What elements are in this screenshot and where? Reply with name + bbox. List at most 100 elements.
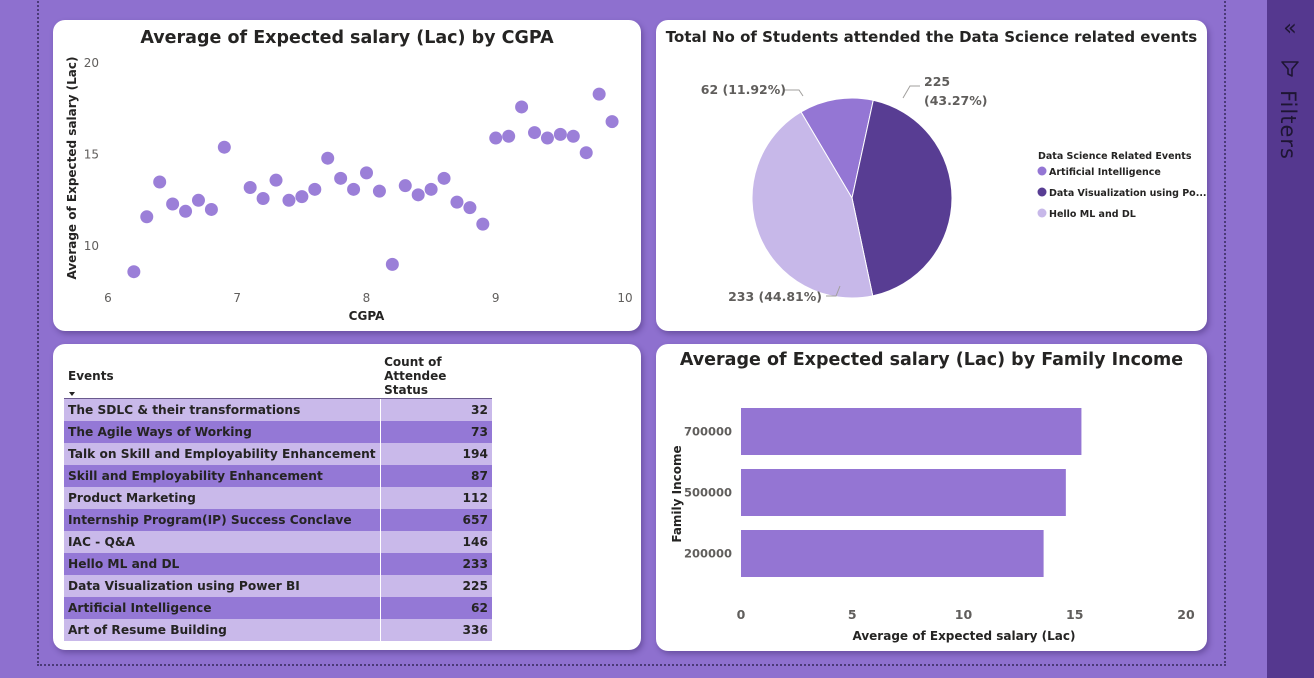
pie-chart-card[interactable]: Total No of Students attended the Data S… — [656, 20, 1207, 331]
scatter-point[interactable] — [243, 180, 257, 194]
pie-slice[interactable] — [751, 111, 874, 299]
scatter-point[interactable] — [450, 195, 464, 209]
scatter-point[interactable] — [347, 182, 361, 196]
bar[interactable] — [741, 469, 1066, 516]
y-tick-label: 20 — [84, 56, 99, 70]
pie-data-label: 225 — [924, 74, 950, 89]
y-axis-title: Average of Expected salary (Lac) — [65, 56, 79, 279]
table-row[interactable]: Data Visualization using Power BI 225 — [64, 575, 492, 597]
event-name-cell: Hello ML and DL — [64, 553, 381, 575]
bar[interactable] — [741, 530, 1044, 577]
scatter-point[interactable] — [269, 173, 283, 187]
scatter-point[interactable] — [515, 100, 529, 114]
table-row[interactable]: Skill and Employability Enhancement 87 — [64, 465, 492, 487]
table-row[interactable]: IAC - Q&A 146 — [64, 531, 492, 553]
scatter-point[interactable] — [605, 115, 619, 129]
scatter-chart: 10 15 20 6 7 8 9 10 CGPA Average of Expected sala… — [65, 56, 633, 323]
scatter-point[interactable] — [204, 202, 218, 216]
scatter-point[interactable] — [179, 204, 193, 218]
scatter-point[interactable] — [437, 171, 451, 185]
scatter-point[interactable] — [282, 193, 296, 207]
x-tick-label: 6 — [104, 291, 112, 305]
attendee-count-cell: 225 — [379, 575, 492, 597]
y-category-label: 500000 — [684, 486, 732, 500]
scatter-point[interactable] — [579, 146, 593, 160]
legend-item[interactable]: Data Visualization using Po... — [1049, 188, 1207, 199]
double-chevron-left-icon[interactable]: « — [1283, 16, 1297, 41]
event-name-cell: The SDLC & their transformations — [64, 398, 381, 421]
scatter-point[interactable] — [166, 197, 180, 211]
table-row[interactable]: Product Marketing 112 — [64, 487, 492, 509]
legend-item[interactable]: Artificial Intelligence — [1049, 167, 1161, 178]
scatter-point[interactable] — [295, 190, 309, 204]
attendee-count-cell: 194 — [379, 443, 492, 465]
table-row[interactable]: The SDLC & their transformations 32 — [64, 398, 492, 421]
scatter-point[interactable] — [256, 191, 270, 205]
legend-marker[interactable] — [1037, 208, 1047, 218]
x-tick-label: 7 — [233, 291, 241, 305]
scatter-point[interactable] — [476, 217, 490, 231]
x-axis-title: CGPA — [349, 309, 385, 323]
attendee-count-cell: 233 — [379, 553, 492, 575]
table-row[interactable]: Internship Program(IP) Success Conclave 6… — [64, 509, 492, 531]
scatter-point[interactable] — [540, 131, 554, 145]
bar-chart-card[interactable]: Average of Expected salary (Lac) by Fami… — [656, 344, 1207, 651]
count-header-label: Count of Attendee Status — [384, 355, 447, 397]
scatter-point[interactable] — [153, 175, 167, 189]
table-row[interactable]: Talk on Skill and Employability Enhancem… — [64, 443, 492, 465]
count-column-header[interactable]: Count of Attendee Status — [380, 354, 492, 399]
report-canvas-border — [37, 0, 1226, 666]
scatter-point[interactable] — [127, 265, 141, 279]
table-row[interactable]: Hello ML and DL 233 — [64, 553, 492, 575]
event-name-cell: IAC - Q&A — [64, 531, 381, 553]
events-table-body: The SDLC & their transformations 32 The Ag… — [64, 398, 492, 641]
scatter-point[interactable] — [463, 201, 477, 215]
attendee-count-cell: 62 — [379, 597, 492, 619]
attendee-count-cell: 336 — [379, 619, 492, 641]
scatter-point[interactable] — [528, 126, 542, 140]
event-name-cell: The Agile Ways of Working — [64, 421, 381, 443]
scatter-point[interactable] — [372, 184, 386, 198]
scatter-point[interactable] — [502, 129, 516, 143]
pie-slice[interactable] — [851, 99, 953, 297]
table-row[interactable]: Art of Resume Building 336 — [64, 619, 492, 641]
pie-data-label: (43.27%) — [924, 93, 988, 108]
scatter-point[interactable] — [489, 131, 503, 145]
filters-label[interactable]: Filters — [1276, 90, 1300, 160]
scatter-point[interactable] — [398, 179, 412, 193]
filters-pane[interactable]: « Filters — [1267, 0, 1314, 678]
legend-item[interactable]: Hello ML and DL — [1049, 209, 1136, 220]
x-tick-label: 0 — [737, 607, 746, 622]
scatter-point[interactable] — [592, 87, 606, 101]
y-category-label: 200000 — [684, 547, 732, 561]
legend-marker[interactable] — [1037, 166, 1047, 176]
table-row[interactable]: Artificial Intelligence 62 — [64, 597, 492, 619]
scatter-point[interactable] — [566, 129, 580, 143]
y-axis-title: Family Income — [670, 445, 684, 542]
scatter-point[interactable] — [553, 127, 567, 141]
scatter-point[interactable] — [217, 140, 231, 154]
pie-slice[interactable] — [800, 97, 874, 200]
event-name-cell: Artificial Intelligence — [64, 597, 381, 619]
scatter-point[interactable] — [411, 188, 425, 202]
attendee-count-cell: 112 — [379, 487, 492, 509]
event-name-cell: Data Visualization using Power BI — [64, 575, 381, 597]
scatter-point[interactable] — [191, 193, 205, 207]
event-name-cell: Talk on Skill and Employability Enhancem… — [64, 443, 381, 465]
legend-marker[interactable] — [1037, 187, 1047, 197]
scatter-point[interactable] — [140, 210, 154, 224]
events-column-header[interactable]: Events — [64, 354, 381, 399]
scatter-point[interactable] — [424, 182, 438, 196]
scatter-point[interactable] — [360, 166, 373, 180]
scatter-point[interactable] — [385, 257, 399, 271]
legend-title: Data Science Related Events — [1038, 151, 1192, 162]
bar[interactable] — [741, 408, 1082, 455]
scatter-point[interactable] — [321, 151, 335, 165]
table-row[interactable]: The Agile Ways of Working 73 — [64, 421, 492, 443]
y-tick-label: 15 — [84, 148, 99, 162]
scatter-chart-card[interactable]: Average of Expected salary (Lac) by CGPA… — [53, 20, 641, 331]
event-name-cell: Internship Program(IP) Success Conclave — [64, 509, 381, 531]
attendee-count-cell: 32 — [379, 398, 492, 421]
scatter-point[interactable] — [334, 171, 348, 185]
scatter-point[interactable] — [308, 182, 322, 196]
